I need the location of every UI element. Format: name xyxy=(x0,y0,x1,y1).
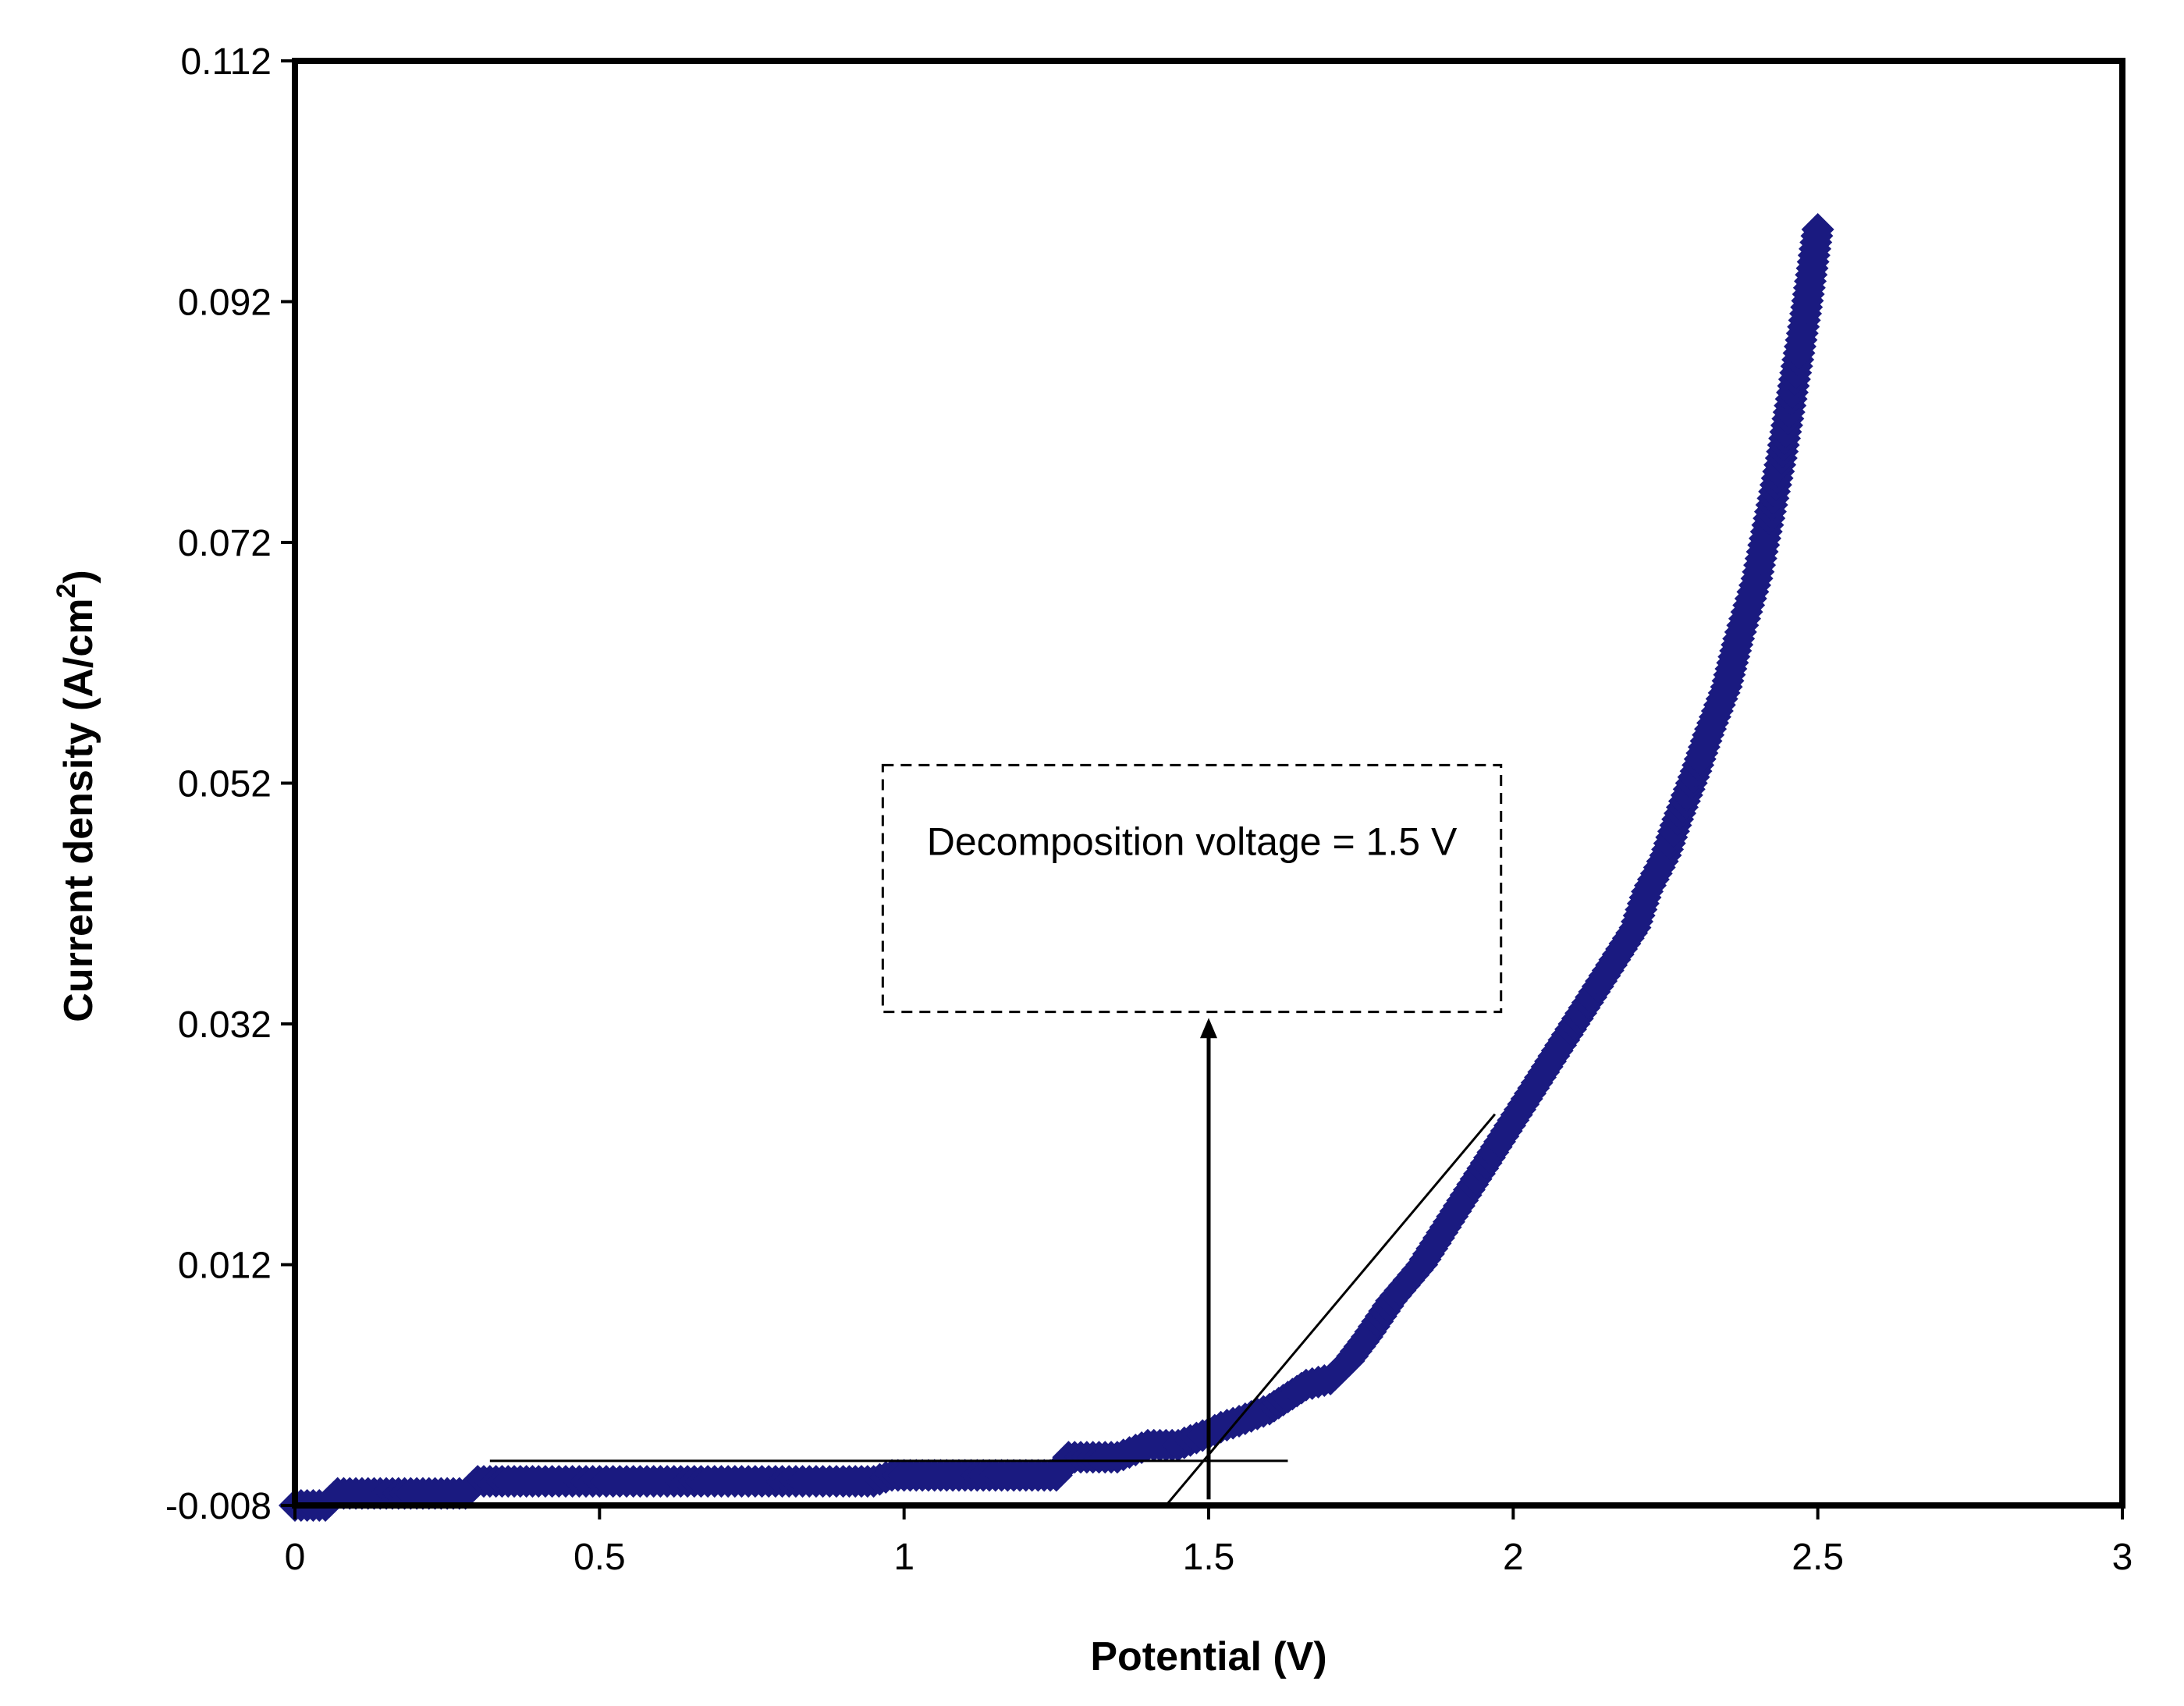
y-tick-label: 0.012 xyxy=(178,1246,272,1287)
decomposition-arrow-head xyxy=(1200,1018,1217,1039)
annotation-text: Decomposition voltage = 1.5 V xyxy=(927,819,1458,863)
y-tick-label: 0.072 xyxy=(178,523,272,564)
x-tick-label: 1.5 xyxy=(1183,1537,1235,1578)
y-axis-title-close: ) xyxy=(56,570,101,583)
x-tick-label: 0 xyxy=(285,1537,306,1578)
y-axis-title-sup: 2 xyxy=(51,584,81,599)
y-tick-label: 0.052 xyxy=(178,764,272,805)
x-axis-title: Potential (V) xyxy=(1090,1634,1326,1679)
slope-tangent-line xyxy=(1165,1113,1497,1506)
x-axis: 0 0.5 1 1.5 2 2.5 3 xyxy=(285,1505,2133,1578)
y-tick-label: -0.008 xyxy=(165,1486,272,1527)
x-tick-label: 3 xyxy=(2112,1537,2133,1578)
y-axis-title-main: Current density (A/cm xyxy=(56,599,101,1022)
data-point xyxy=(1801,212,1834,246)
x-tick-label: 0.5 xyxy=(574,1537,626,1578)
x-tick-label: 1 xyxy=(893,1537,914,1578)
series-layer xyxy=(279,212,1834,1522)
annotation-box xyxy=(881,763,1503,1014)
annotation-layer xyxy=(489,763,1503,1506)
y-tick-label: 0.112 xyxy=(180,41,272,83)
y-axis-title: Current density (A/cm2) xyxy=(51,570,101,1022)
x-tick-label: 2 xyxy=(1503,1537,1524,1578)
y-axis: -0.008 0.012 0.032 0.052 0.072 0.092 0.112 xyxy=(165,41,295,1527)
x-tick-label: 2.5 xyxy=(1792,1537,1844,1578)
y-tick-label: 0.092 xyxy=(178,283,272,324)
y-tick-label: 0.032 xyxy=(178,1004,272,1046)
